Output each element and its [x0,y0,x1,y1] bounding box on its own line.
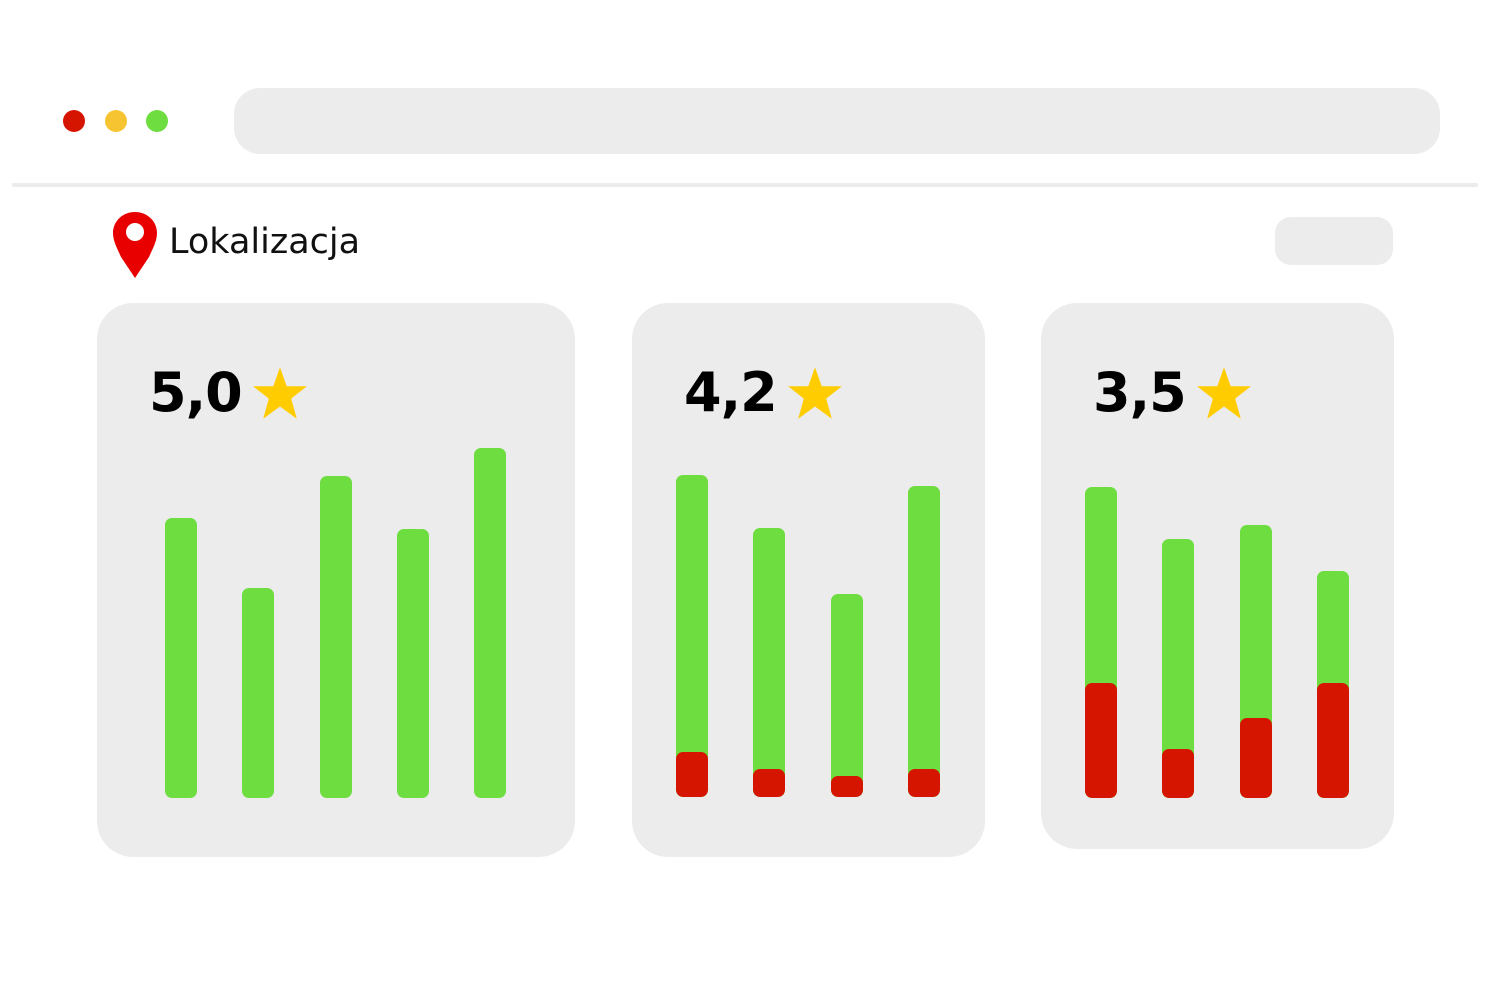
map-pin-icon [113,212,157,278]
negative-segment [831,776,863,797]
rating-card: 4,2 [632,303,985,857]
negative-segment [753,769,785,797]
rating-value: 5,0 [149,361,243,424]
rating-bar [831,594,863,797]
star-icon [1196,366,1251,419]
rating-bar [676,475,708,797]
negative-segment [676,751,708,797]
rating-value: 3,5 [1093,361,1187,424]
star-icon [252,366,307,419]
header-action-button[interactable] [1275,217,1393,265]
window-maximize-button[interactable] [146,110,168,132]
rating-bar [1162,539,1194,798]
negative-segment [908,769,940,797]
rating-value: 4,2 [684,361,778,424]
rating-bar [165,518,197,798]
rating-bar [1085,486,1117,798]
rating-bar [242,588,274,798]
negative-segment [1162,749,1194,798]
rating-bar [1317,570,1349,798]
location-label: Lokalizacja [169,222,361,262]
star-icon [787,366,842,419]
toolbar-divider [12,183,1478,187]
window-minimize-button[interactable] [105,110,127,132]
rating-bar [397,528,429,798]
rating-bar [908,485,940,797]
rating-bar [474,448,506,798]
rating-bar [320,476,352,798]
rating-card: 3,5 [1041,303,1394,849]
rating-card: 5,0 [97,303,575,857]
rating-bar [753,527,785,797]
window-close-button[interactable] [63,110,85,132]
negative-segment [1240,717,1272,798]
negative-segment [1085,682,1117,798]
address-bar[interactable] [234,88,1440,154]
rating-bar [1240,525,1272,798]
negative-segment [1317,682,1349,798]
